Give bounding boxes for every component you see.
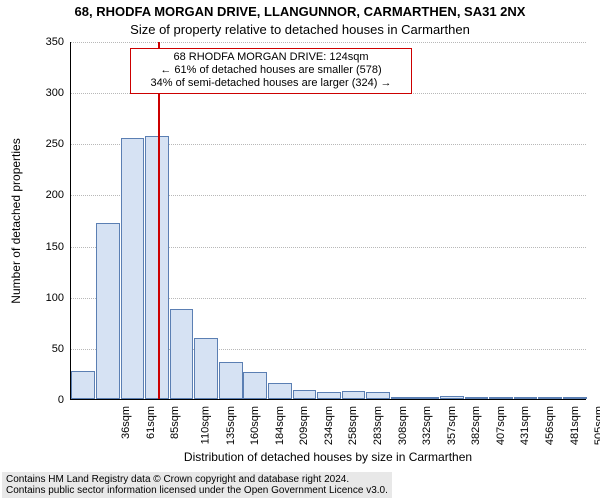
y-tick-label: 300 bbox=[32, 87, 64, 99]
x-tick-label: 234sqm bbox=[323, 406, 335, 445]
attribution-footer: Contains HM Land Registry data © Crown c… bbox=[2, 472, 392, 498]
y-tick-label: 150 bbox=[32, 241, 64, 253]
x-tick-label: 308sqm bbox=[397, 406, 409, 445]
histogram-bar bbox=[489, 397, 513, 399]
y-tick-label: 0 bbox=[32, 394, 64, 406]
histogram-bar bbox=[391, 397, 415, 399]
histogram-bar bbox=[194, 338, 218, 399]
histogram-bar bbox=[121, 138, 145, 399]
annotation-line-1: 68 RHODFA MORGAN DRIVE: 124sqm bbox=[135, 51, 407, 64]
x-tick-label: 135sqm bbox=[225, 406, 237, 445]
x-tick-label: 332sqm bbox=[421, 406, 433, 445]
histogram-bar bbox=[465, 397, 489, 399]
x-tick-label: 36sqm bbox=[120, 406, 132, 439]
y-tick-label: 350 bbox=[32, 36, 64, 48]
x-tick-label: 456sqm bbox=[544, 406, 556, 445]
x-tick-label: 85sqm bbox=[169, 406, 181, 439]
x-tick-label: 61sqm bbox=[145, 406, 157, 439]
y-tick-label: 250 bbox=[32, 138, 64, 150]
histogram-bar bbox=[71, 371, 95, 399]
property-size-histogram: 68, RHODFA MORGAN DRIVE, LLANGUNNOR, CAR… bbox=[0, 0, 600, 500]
histogram-bar bbox=[96, 223, 120, 399]
histogram-bar bbox=[219, 362, 243, 399]
x-tick-label: 160sqm bbox=[249, 406, 261, 445]
histogram-bar bbox=[415, 397, 439, 399]
histogram-bar bbox=[514, 397, 538, 399]
x-tick-label: 357sqm bbox=[446, 406, 458, 445]
annotation-callout: 68 RHODFA MORGAN DRIVE: 124sqm ← 61% of … bbox=[130, 48, 412, 94]
histogram-bar bbox=[268, 383, 292, 399]
y-tick-label: 50 bbox=[32, 343, 64, 355]
histogram-bar bbox=[170, 309, 194, 399]
annotation-line-2: ← 61% of detached houses are smaller (57… bbox=[135, 64, 407, 77]
property-marker-line bbox=[158, 42, 160, 399]
x-tick-label: 110sqm bbox=[199, 406, 211, 444]
histogram-bar bbox=[243, 372, 267, 399]
x-tick-label: 481sqm bbox=[569, 406, 581, 445]
x-tick-label: 184sqm bbox=[274, 406, 286, 445]
y-axis-label: Number of detached properties bbox=[9, 138, 23, 303]
annotation-line-3: 34% of semi-detached houses are larger (… bbox=[135, 77, 407, 90]
histogram-bar bbox=[538, 397, 562, 399]
chart-subtitle: Size of property relative to detached ho… bbox=[0, 22, 600, 37]
y-tick-label: 200 bbox=[32, 189, 64, 201]
gridline bbox=[71, 42, 586, 43]
histogram-bar bbox=[440, 396, 464, 399]
x-tick-label: 382sqm bbox=[470, 406, 482, 445]
x-tick-label: 258sqm bbox=[348, 406, 360, 445]
x-tick-label: 209sqm bbox=[298, 406, 310, 445]
histogram-bar bbox=[293, 390, 317, 399]
footer-line-1: Contains HM Land Registry data © Crown c… bbox=[6, 474, 388, 485]
x-tick-label: 431sqm bbox=[520, 406, 532, 445]
histogram-bar bbox=[366, 392, 390, 399]
plot-area bbox=[70, 42, 586, 400]
histogram-bar bbox=[145, 136, 169, 399]
y-tick-label: 100 bbox=[32, 292, 64, 304]
x-axis-label: Distribution of detached houses by size … bbox=[70, 450, 586, 464]
histogram-bar bbox=[563, 397, 587, 399]
x-tick-label: 283sqm bbox=[372, 406, 384, 445]
chart-title-address: 68, RHODFA MORGAN DRIVE, LLANGUNNOR, CAR… bbox=[0, 4, 600, 19]
histogram-bar bbox=[342, 391, 366, 399]
histogram-bar bbox=[317, 392, 341, 399]
x-tick-label: 505sqm bbox=[593, 406, 600, 445]
x-tick-label: 407sqm bbox=[495, 406, 507, 445]
footer-line-2: Contains public sector information licen… bbox=[6, 485, 388, 496]
